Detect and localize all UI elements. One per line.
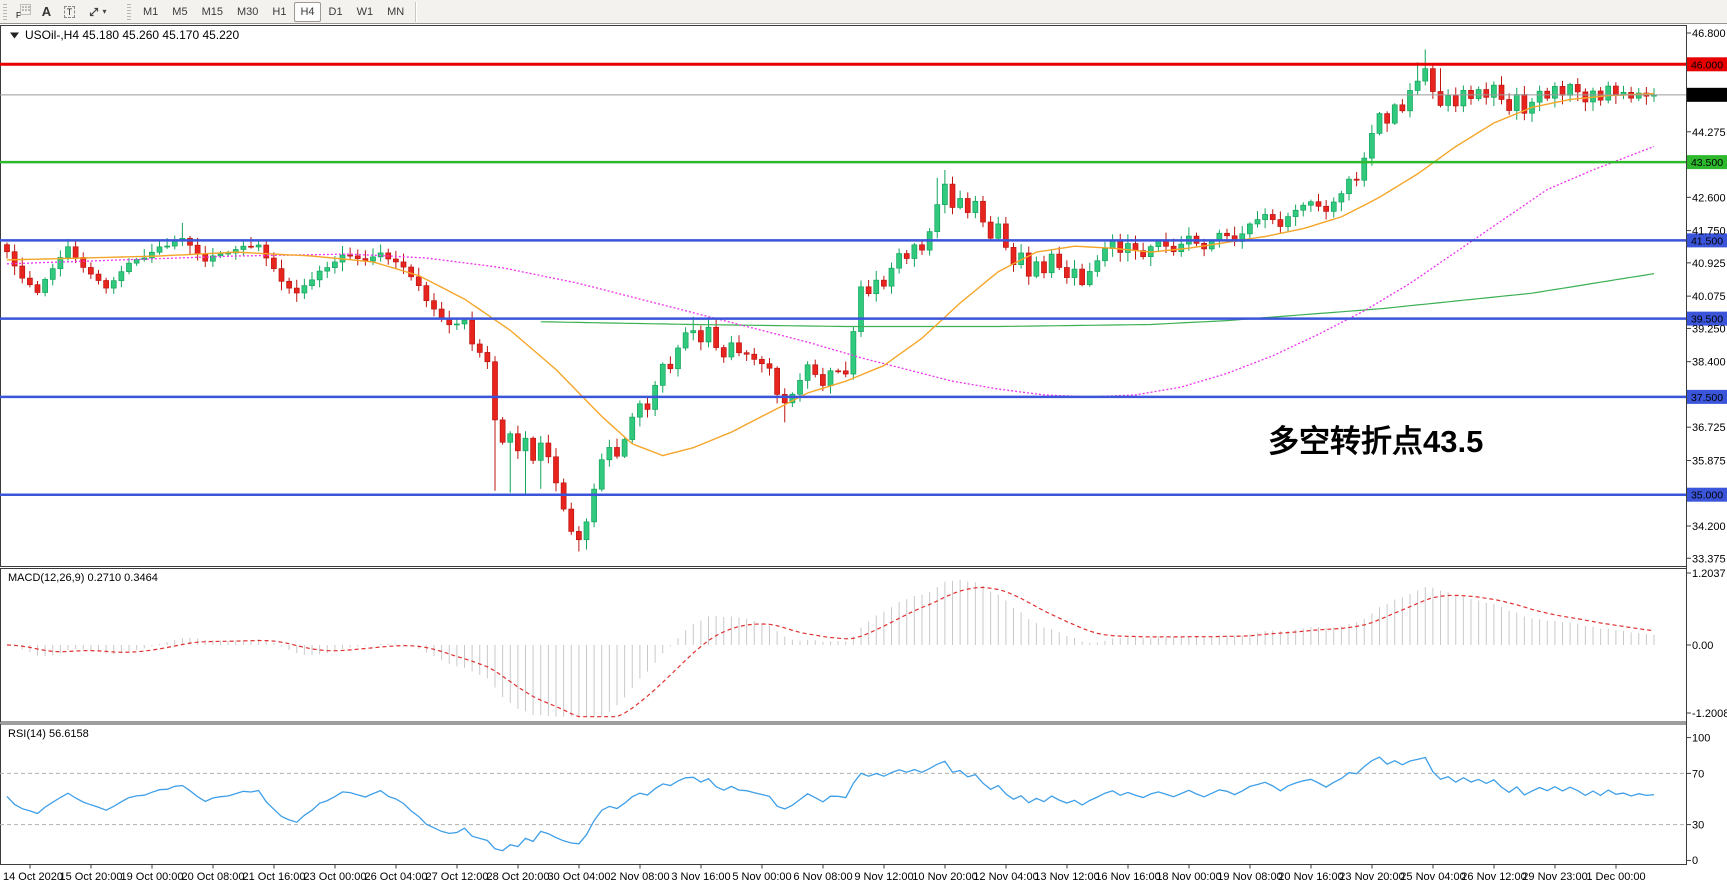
current-price-badge: 45.220 bbox=[1691, 90, 1723, 102]
date-label: 20 Nov 16:00 bbox=[1278, 871, 1343, 883]
letter-a-icon: A bbox=[41, 4, 52, 19]
rsi-axis-label: 70 bbox=[1692, 768, 1704, 780]
level-badge-41.500: 41.500 bbox=[1691, 235, 1723, 247]
timeframe-button-d1[interactable]: D1 bbox=[323, 2, 349, 22]
text-label-button[interactable]: A bbox=[35, 2, 58, 22]
date-label: 16 Nov 16:00 bbox=[1095, 871, 1160, 883]
level-badge-35.000: 35.000 bbox=[1691, 490, 1723, 502]
rsi-panel: 100 70 30 0 bbox=[0, 733, 1710, 867]
date-label: 19 Nov 08:00 bbox=[1217, 871, 1282, 883]
price-axis-label: 39.250 bbox=[1692, 323, 1726, 335]
price-axis-label: 35.875 bbox=[1692, 455, 1726, 467]
date-label: 23 Nov 20:00 bbox=[1339, 871, 1404, 883]
macd-axis-label: -1.2008 bbox=[1692, 708, 1727, 720]
timeframe-button-w1[interactable]: W1 bbox=[351, 2, 380, 22]
date-label: 12 Nov 04:00 bbox=[973, 871, 1038, 883]
date-label: 19 Oct 00:00 bbox=[121, 871, 184, 883]
date-label: 28 Oct 20:00 bbox=[487, 871, 550, 883]
macd-axis-label: 1.2037 bbox=[1692, 568, 1726, 580]
toolbar-separator bbox=[415, 1, 418, 22]
price-level-lines: 46.000 43.500 41.500 39.500 37.500 35.000 bbox=[0, 57, 1727, 502]
rsi-axis-label: 100 bbox=[1692, 733, 1710, 745]
date-label: 3 Nov 16:00 bbox=[671, 871, 730, 883]
level-badge-37.500: 37.500 bbox=[1691, 392, 1723, 404]
toolbar-grip[interactable] bbox=[3, 3, 7, 20]
ma-slow-green-line bbox=[540, 273, 1655, 328]
date-label: 13 Nov 12:00 bbox=[1034, 871, 1099, 883]
date-label: 25 Nov 04:00 bbox=[1400, 871, 1465, 883]
date-label: 2 Nov 08:00 bbox=[610, 871, 669, 883]
timeframe-button-m1[interactable]: M1 bbox=[137, 2, 164, 22]
template-grid-button[interactable]: F bbox=[12, 2, 35, 22]
arrows-icon bbox=[90, 7, 99, 16]
date-label: 1 Dec 00:00 bbox=[1586, 871, 1645, 883]
toolbar: F A T ▾ M1 M5 M15 M30 H1 H4 D1 W1 MN bbox=[0, 0, 1727, 24]
price-axis-label: 40.075 bbox=[1692, 291, 1726, 303]
date-label: 30 Oct 04:00 bbox=[548, 871, 611, 883]
timeframe-button-mn[interactable]: MN bbox=[381, 2, 410, 22]
timeframe-button-h1[interactable]: H1 bbox=[266, 2, 292, 22]
date-label: 21 Oct 16:00 bbox=[243, 871, 306, 883]
rsi-axis-label: 0 bbox=[1692, 855, 1698, 867]
date-label: 26 Nov 12:00 bbox=[1461, 871, 1526, 883]
date-label: 20 Oct 08:00 bbox=[182, 871, 245, 883]
date-label: 10 Nov 20:00 bbox=[912, 871, 977, 883]
boxed-t-icon: T bbox=[63, 5, 76, 18]
date-label: 23 Oct 00:00 bbox=[304, 871, 367, 883]
arrows-tool-button[interactable]: ▾ bbox=[81, 2, 113, 22]
date-label: 18 Nov 00:00 bbox=[1156, 871, 1221, 883]
date-label: 26 Oct 04:00 bbox=[365, 871, 428, 883]
price-axis: 46.800 44.275 42.600 41.750 40.925 40.075 39.2… bbox=[1686, 25, 1726, 865]
level-badge-39.500: 39.500 bbox=[1691, 314, 1723, 326]
annotation-text: 多空转折点43.5 bbox=[1268, 424, 1483, 459]
rsi-label: RSI(14) 56.6158 bbox=[8, 728, 89, 740]
panel-frames bbox=[0, 25, 1687, 865]
price-axis-label: 44.275 bbox=[1692, 127, 1726, 139]
timeframe-button-m15[interactable]: M15 bbox=[196, 2, 229, 22]
timeframe-button-group: M1 M5 M15 M30 H1 H4 D1 W1 MN bbox=[136, 1, 411, 22]
candlestick-series bbox=[4, 49, 1657, 552]
date-label: 6 Nov 08:00 bbox=[793, 871, 852, 883]
price-axis-label: 42.600 bbox=[1692, 192, 1726, 204]
text-box-button[interactable]: T bbox=[58, 2, 81, 22]
level-badge-46.000: 46.000 bbox=[1691, 59, 1723, 71]
price-axis-label: 40.925 bbox=[1692, 258, 1726, 270]
ma-fast-orange-line bbox=[6, 92, 1655, 457]
date-label: 15 Oct 20:00 bbox=[60, 871, 123, 883]
price-axis-label: 36.725 bbox=[1692, 422, 1726, 434]
dropdown-caret-icon: ▾ bbox=[102, 7, 107, 16]
grid-f-icon: F bbox=[16, 4, 31, 19]
price-axis-label: 38.400 bbox=[1692, 357, 1726, 369]
date-label: 5 Nov 00:00 bbox=[732, 871, 791, 883]
level-badge-43.500: 43.500 bbox=[1691, 157, 1723, 169]
current-price-marker: 45.220 bbox=[0, 87, 1727, 102]
date-label: 9 Nov 12:00 bbox=[854, 871, 913, 883]
chart-title: USOil-,H4 45.180 45.260 45.170 45.220 bbox=[25, 28, 239, 42]
macd-histogram: 1.2037 0.00 -1.2008 bbox=[6, 568, 1727, 720]
price-axis-label: 41.750 bbox=[1692, 226, 1726, 238]
price-axis-label: 34.200 bbox=[1692, 521, 1726, 533]
timeframe-button-h4[interactable]: H4 bbox=[294, 1, 321, 22]
price-axis-label: 33.375 bbox=[1692, 553, 1726, 565]
price-axis-label: 46.800 bbox=[1692, 28, 1726, 40]
macd-axis-label: 0.00 bbox=[1692, 640, 1713, 652]
timeframe-button-m30[interactable]: M30 bbox=[231, 2, 264, 22]
date-label: 14 Oct 2020 bbox=[3, 871, 63, 883]
toolbar-grip-2[interactable] bbox=[127, 3, 131, 20]
rsi-axis-label: 30 bbox=[1692, 820, 1704, 832]
macd-label: MACD(12,26,9) 0.2710 0.3464 bbox=[8, 572, 158, 584]
date-label: 29 Nov 23:00 bbox=[1522, 871, 1587, 883]
price-chart-svg: 46.000 43.500 41.500 39.500 37.500 35.000 45.2… bbox=[0, 25, 1727, 883]
chart-window[interactable]: 46.000 43.500 41.500 39.500 37.500 35.000 45.2… bbox=[0, 24, 1727, 892]
svg-text:F: F bbox=[16, 11, 21, 19]
rsi-line bbox=[6, 756, 1655, 852]
timeframe-button-m5[interactable]: M5 bbox=[166, 2, 193, 22]
macd-signal-line bbox=[6, 586, 1655, 718]
date-label: 27 Oct 12:00 bbox=[426, 871, 489, 883]
collapse-triangle-icon[interactable] bbox=[10, 32, 19, 39]
